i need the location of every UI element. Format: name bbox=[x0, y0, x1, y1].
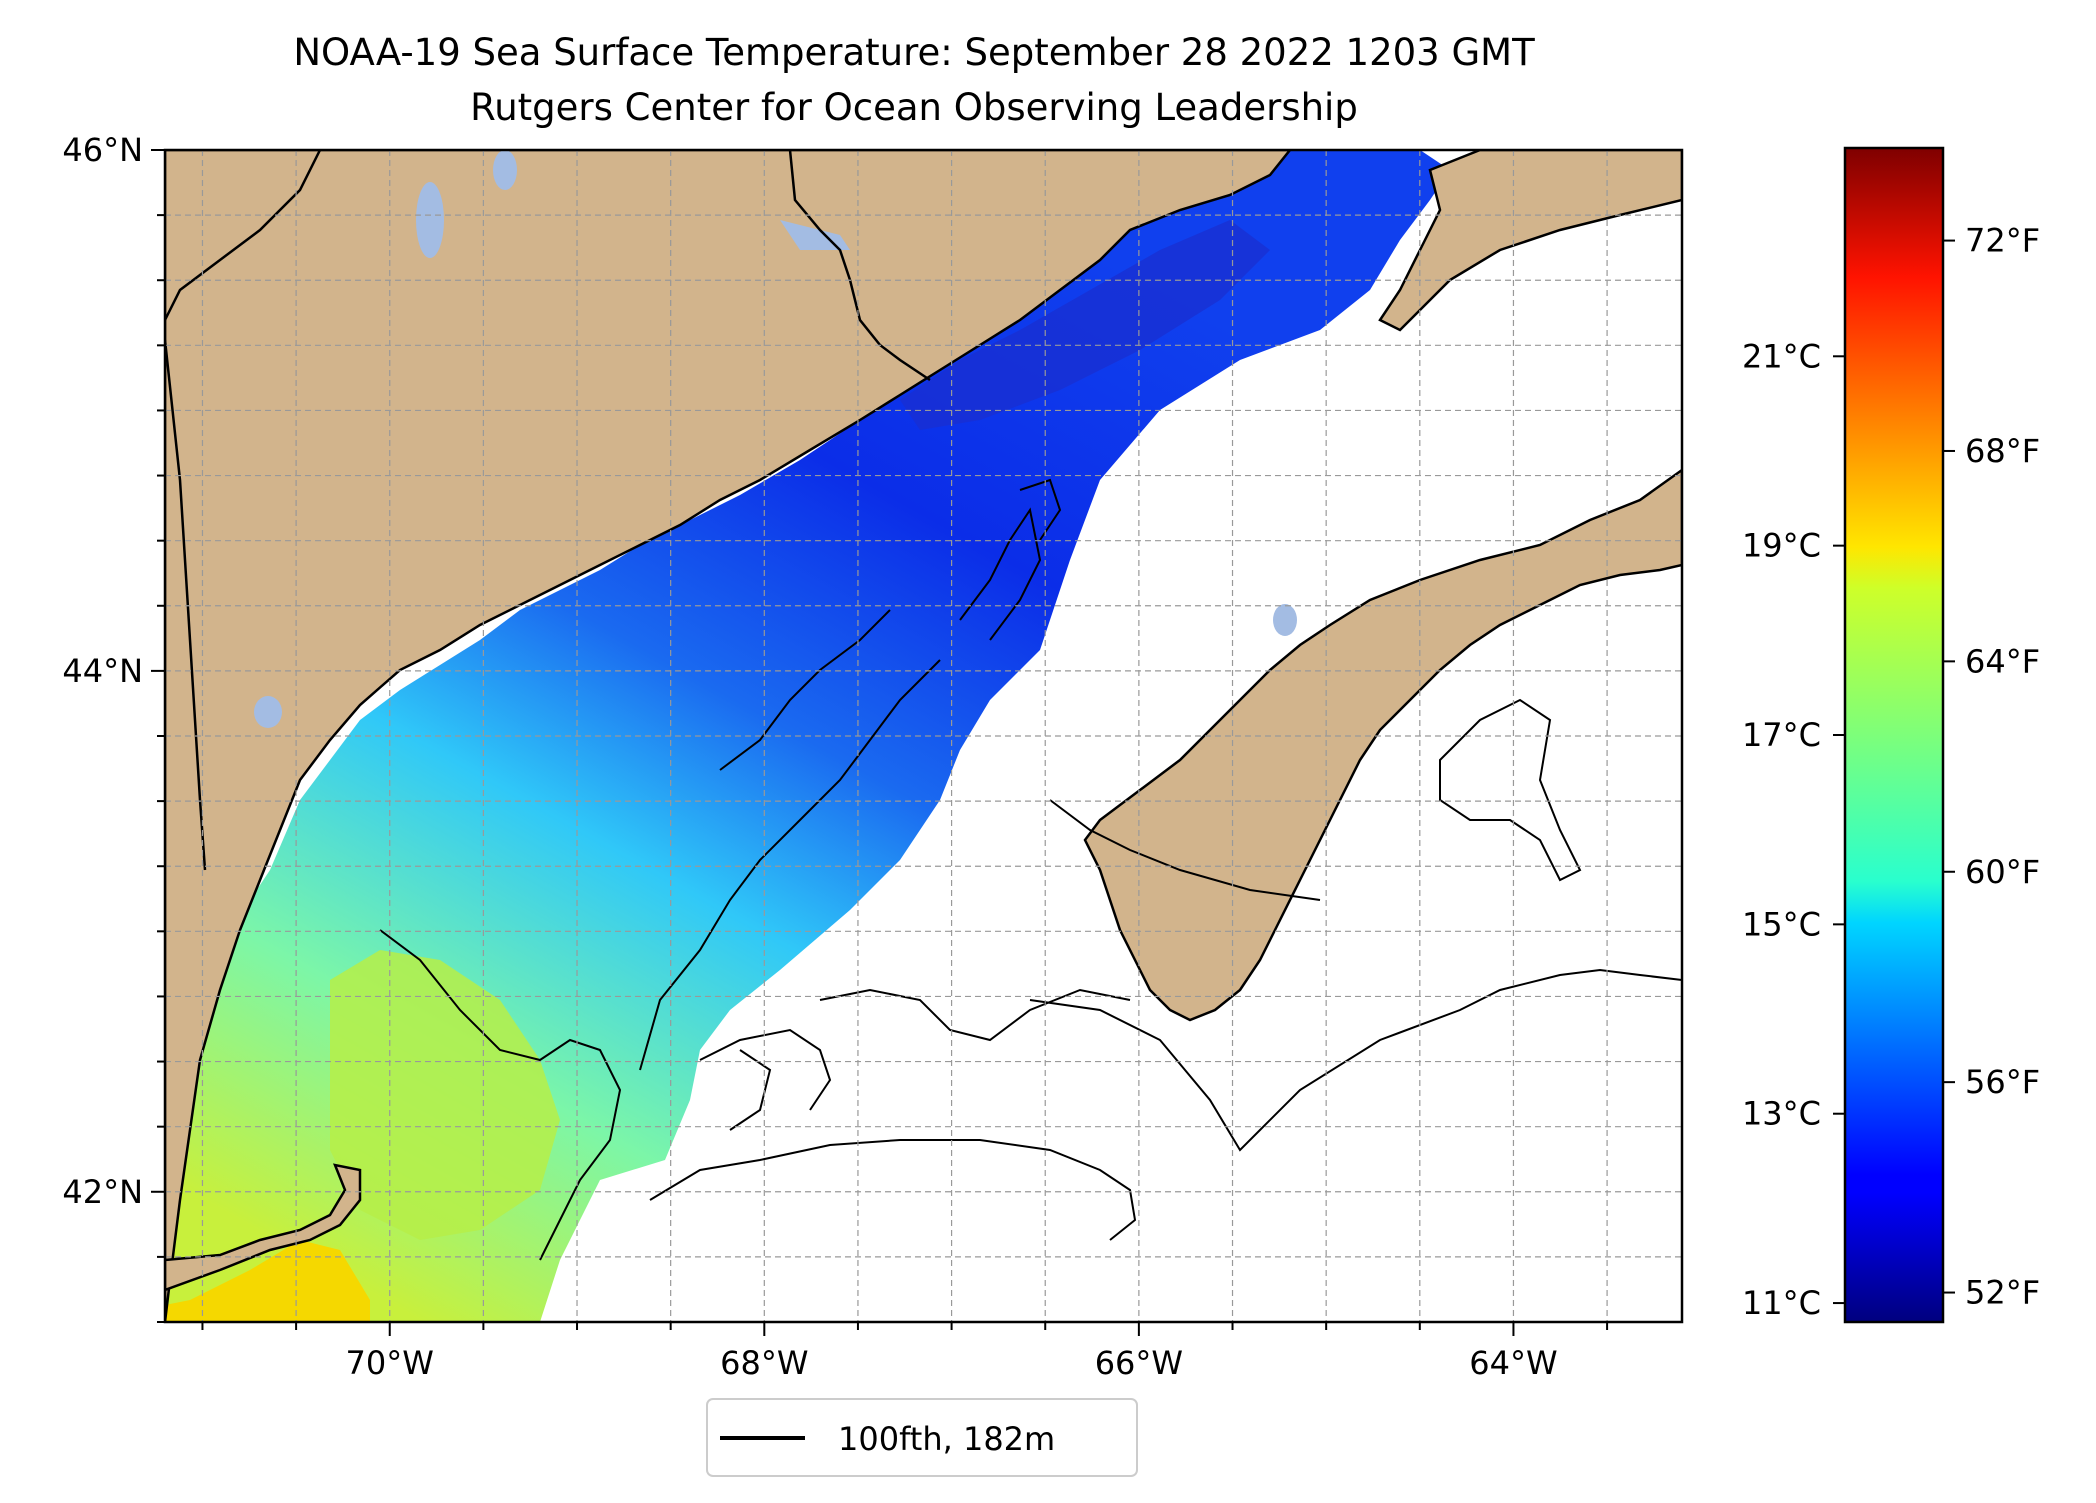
land-nova-scotia bbox=[1083, 468, 1682, 1022]
legend-label: 100fth, 182m bbox=[838, 1420, 1055, 1458]
colorbar-fahrenheit-axis: 52°F 56°F 60°F 64°F 68°F 72°F bbox=[1943, 222, 2040, 1312]
sst-cape-cod-warm bbox=[165, 1240, 370, 1322]
celsius-tick-label: 11°C bbox=[1742, 1284, 1821, 1322]
sst-warm-patch bbox=[330, 950, 560, 1240]
lon-tick-label: 66°W bbox=[1095, 1344, 1183, 1382]
lat-tick-label: 42°N bbox=[62, 1173, 143, 1211]
lake-1 bbox=[416, 182, 444, 258]
map-panel bbox=[165, 150, 1682, 1322]
celsius-tick-label: 21°C bbox=[1742, 337, 1821, 375]
map-gridlines bbox=[165, 150, 1682, 1322]
colorbar: 11°C 13°C 15°C 17°C 19°C 21°C 52°F 56°F 60°F 64°… bbox=[1742, 146, 2040, 1324]
map-axes: 70°W 68°W 66°W 64°W 46°N 44°N 42°N bbox=[62, 131, 1609, 1382]
title-line-2: Rutgers Center for Ocean Observing Leade… bbox=[470, 86, 1358, 129]
land-cape-cod bbox=[165, 1163, 362, 1292]
lon-tick-label: 70°W bbox=[346, 1344, 434, 1382]
land-mainland bbox=[165, 150, 1292, 1322]
lake-2 bbox=[493, 150, 517, 190]
celsius-tick-label: 15°C bbox=[1742, 905, 1821, 943]
border-new-hampshire bbox=[165, 339, 207, 871]
title-line-1: NOAA-19 Sea Surface Temperature: Septemb… bbox=[293, 31, 1535, 74]
border-maine bbox=[165, 150, 322, 321]
lat-tick-label: 46°N bbox=[62, 131, 143, 169]
legend-box bbox=[706, 1398, 1138, 1477]
colorbar-celsius-axis: 11°C 13°C 15°C 17°C 19°C 21°C bbox=[1742, 337, 1845, 1322]
celsius-tick-label: 13°C bbox=[1742, 1095, 1821, 1133]
legend: 100fth, 182m bbox=[706, 1398, 1138, 1477]
celsius-tick-label: 19°C bbox=[1742, 527, 1821, 565]
lat-tick-label: 44°N bbox=[62, 652, 143, 690]
lon-tick-label: 68°W bbox=[720, 1344, 808, 1382]
celsius-tick-label: 17°C bbox=[1742, 716, 1821, 754]
fahrenheit-tick-label: 64°F bbox=[1965, 642, 2040, 680]
fahrenheit-tick-label: 72°F bbox=[1965, 222, 2040, 260]
fahrenheit-tick-label: 60°F bbox=[1965, 853, 2040, 891]
lake-3 bbox=[254, 696, 282, 728]
fahrenheit-tick-label: 56°F bbox=[1965, 1063, 2040, 1101]
colorbar-gradient bbox=[1843, 146, 1945, 1324]
sst-bay-of-fundy-cold bbox=[900, 220, 1270, 430]
isobath-100fth bbox=[379, 478, 1682, 1261]
fahrenheit-tick-label: 52°F bbox=[1965, 1274, 2040, 1312]
lake-4 bbox=[1273, 604, 1297, 636]
lon-tick-label: 64°W bbox=[1469, 1344, 1557, 1382]
fahrenheit-tick-label: 68°F bbox=[1965, 432, 2040, 470]
